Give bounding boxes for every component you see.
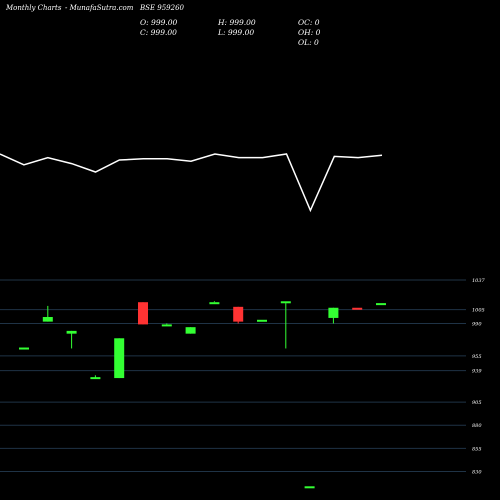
ol-value: OL: 0 [298, 38, 319, 47]
candle-body [19, 347, 29, 350]
y-tick-label: 830 [472, 469, 482, 475]
symbol-label: BSE 959260 [140, 4, 184, 12]
candle-body [138, 302, 148, 325]
candle-body [66, 330, 77, 334]
candle-body [42, 317, 53, 322]
oh-value: OH: 0 [298, 28, 321, 37]
y-tick-label: 1005 [472, 308, 485, 314]
candle-body [209, 302, 220, 305]
chart-title: Monthly Charts [6, 4, 62, 12]
close-value: C: 999.00 [140, 28, 177, 37]
y-tick-label: 880 [472, 423, 482, 429]
candle-body [328, 307, 339, 318]
candle-body [233, 306, 244, 322]
y-tick-label: 855 [472, 446, 482, 452]
candles [19, 301, 386, 489]
low-value: L: 999.00 [218, 28, 255, 37]
candle-body [185, 327, 196, 334]
y-tick-label: 1037 [472, 278, 486, 284]
candle-body [376, 303, 386, 306]
open-value: O: 999.00 [140, 18, 178, 27]
price-line [0, 153, 383, 213]
candle-body [114, 338, 125, 379]
candle-body [257, 319, 267, 322]
candle-body [280, 301, 291, 304]
source-label: - MunafaSutra.com [65, 4, 134, 12]
candle-body [304, 486, 315, 489]
y-axis-ticks: 1037 1005 990 955 939 905 880 855 830 [472, 278, 486, 475]
y-tick-label: 939 [472, 369, 482, 375]
y-tick-label: 990 [472, 321, 482, 327]
candle-body [90, 377, 101, 380]
y-tick-label: 905 [472, 400, 482, 406]
high-value: H: 999.00 [218, 18, 256, 27]
y-tick-label: 955 [472, 354, 482, 360]
grid [0, 279, 466, 472]
oc-value: OC: 0 [298, 18, 320, 27]
price-line-path [0, 153, 383, 213]
candle-body [352, 307, 363, 310]
candle-body [161, 324, 172, 327]
